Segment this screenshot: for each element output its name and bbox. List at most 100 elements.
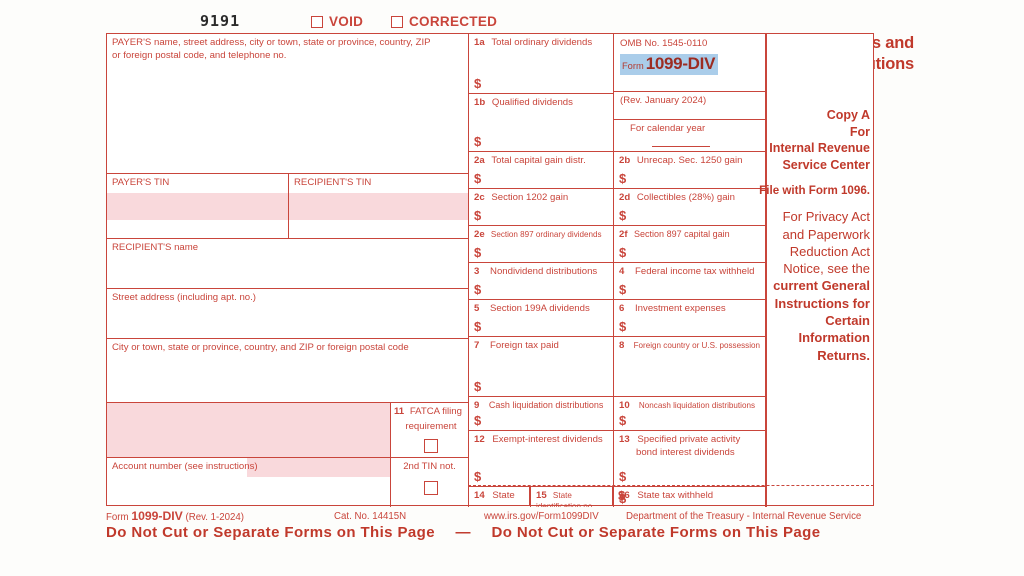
box-2c[interactable]: 2c Section 1202 gain $ [469,189,614,226]
second-tin-label: 2nd TIN not. [403,461,456,472]
void-checkbox-group[interactable]: VOID [311,14,363,29]
box-7-text: Foreign tax paid [490,340,559,351]
box-6[interactable]: 6 Investment expenses $ [614,300,766,337]
box-3-text: Nondividend distributions [490,266,598,277]
box-2b[interactable]: 2b Unrecap. Sec. 1250 gain $ [614,152,766,189]
second-tin-checkbox[interactable] [424,481,438,495]
box-4-number: 4 [619,266,625,277]
box-9-label: 9 Cash liquidation distributions [469,397,613,412]
revision-date: (Rev. January 2024) [620,95,707,106]
box-11-text1: FATCA filing [409,406,462,417]
recipient-name-box[interactable]: RECIPIENT'S name [107,239,469,289]
payer-tin-entry-shade[interactable] [107,193,288,220]
box-12[interactable]: 12 Exempt-interest dividends $ [469,431,614,487]
form-footer: Form 1099-DIV (Rev. 1-2024) Cat. No. 144… [106,508,874,541]
footer-form-number: 1099-DIV [131,509,183,523]
box-2e-label: 2e Section 897 ordinary dividends [469,226,613,241]
box-14-text: State [492,490,515,501]
box-16-text: State tax withheld [637,490,714,501]
box-8-text: Foreign country or U.S. possession [633,341,761,350]
privacy-line-1: For Privacy Act [782,209,870,225]
box-15-number: 15 [536,490,547,501]
privacy-line-9: Returns. [817,347,870,363]
payer-name-box[interactable]: PAYER'S name, street address, city or to… [107,34,469,174]
corrected-checkbox-group[interactable]: CORRECTED [391,14,497,29]
box-4[interactable]: 4 Federal income tax withheld $ [614,263,766,300]
calendar-year-entry-line[interactable] [652,146,710,147]
box-5[interactable]: 5 Section 199A dividends $ [469,300,614,337]
box-2d[interactable]: 2d Collectibles (28%) gain $ [614,189,766,226]
recipient-tin-label: RECIPIENT'S TIN [294,177,372,188]
box-4-label: 4 Federal income tax withheld [614,263,765,278]
footer-warning-right: Do Not Cut or Separate Forms on This Pag… [491,524,821,541]
box-16-label: 16 State tax withheld [614,487,765,502]
box-10[interactable]: 10 Noncash liquidation distributions $ [614,397,766,431]
blank-shaded-box[interactable] [107,403,391,458]
box-2f-text: Section 897 capital gain [634,229,730,239]
privacy-line-7: Certain [825,312,870,328]
box-15[interactable]: 15 State identification no. [531,487,614,507]
box-2e-number: 2e [474,229,485,240]
recipient-tin-box[interactable]: RECIPIENT'S TIN [289,174,469,239]
revision-box: (Rev. January 2024) [614,92,766,120]
second-tin-box[interactable]: 2nd TIN not. [391,458,469,507]
city-state-zip-box[interactable]: City or town, state or province, country… [107,339,469,403]
footer-form-id: Form 1099-DIV (Rev. 1-2024) [106,509,244,523]
account-number-shade[interactable] [247,458,390,477]
box-15-label: 15 State identification no. [531,487,613,507]
box-7[interactable]: 7 Foreign tax paid $ [469,337,614,397]
omb-box: OMB No. 1545-0110 Form 1099-DIV [614,34,766,92]
void-checkbox[interactable] [311,15,323,28]
box-11[interactable]: 11 FATCA filing requirement [391,403,469,458]
box-2e[interactable]: 2e Section 897 ordinary dividends $ [469,226,614,263]
box-1a[interactable]: 1a Total ordinary dividends $ [469,34,614,94]
recipient-name-label: RECIPIENT'S name [112,242,199,253]
box-7-number: 7 [474,340,480,351]
box-1a-text: Total ordinary dividends [491,37,593,48]
box-16-dollar-2: $ [618,488,626,503]
box-3-number: 3 [474,266,480,277]
recipient-tin-entry-shade[interactable] [289,193,468,220]
box-2c-label: 2c Section 1202 gain [469,189,613,204]
privacy-line-6: Instructions for [774,295,870,311]
box-14-15-divider-lower [529,486,530,506]
corrected-checkbox[interactable] [391,15,403,28]
box-16[interactable]: 16 State tax withheld [614,487,766,507]
box-2f[interactable]: 2f Section 897 capital gain $ [614,226,766,263]
box-2a-text: Total capital gain distr. [491,155,586,166]
box-10-dollar: $ [619,413,627,428]
box-14-entry-upper[interactable] [469,487,531,507]
box-9[interactable]: 9 Cash liquidation distributions $ [469,397,614,431]
footer-form-word: Form [106,512,129,523]
box-16-dollar-1: $ [619,491,627,506]
box-13-text1: Specified private activity [637,434,741,445]
box-1b[interactable]: 1b Qualified dividends $ [469,94,614,152]
box-2a-dollar: $ [474,171,482,186]
box-1b-text: Qualified dividends [491,97,573,108]
footer-warning-row: Do Not Cut or Separate Forms on This Pag… [106,524,874,541]
box-2e-text: Section 897 ordinary dividends [490,230,602,239]
payer-tin-box[interactable]: PAYER'S TIN [107,174,289,239]
street-address-box[interactable]: Street address (including apt. no.) [107,289,469,339]
box-10-number: 10 [619,400,630,411]
box-11-fatca-checkbox[interactable] [424,439,438,453]
box-1a-label: 1a Total ordinary dividends [469,34,613,49]
box-9-number: 9 [474,400,480,411]
box-8[interactable]: 8 Foreign country or U.S. possession [614,337,766,397]
calendar-year-box[interactable]: For calendar year [614,120,766,152]
account-number-box[interactable]: Account number (see instructions) [107,458,391,507]
box-8-label: 8 Foreign country or U.S. possession [614,337,765,352]
street-address-label: Street address (including apt. no.) [112,292,256,303]
form-number-wrap: Form 1099-DIV [614,54,765,75]
box-14-number: 14 [474,490,485,501]
box-2a[interactable]: 2a Total capital gain distr. $ [469,152,614,189]
box-13[interactable]: 13 Specified private activity bond inter… [614,431,766,487]
box-7-dollar: $ [474,379,482,394]
copy-a-label: Copy A [826,108,870,122]
blank-shaded-entry[interactable] [107,403,390,457]
copy-a-for: For [849,124,870,139]
box-3[interactable]: 3 Nondividend distributions $ [469,263,614,300]
box-1a-number: 1a [474,37,485,48]
account-number-label: Account number (see instructions) [112,461,258,472]
footer-url[interactable]: www.irs.gov/Form1099DIV [484,511,599,522]
